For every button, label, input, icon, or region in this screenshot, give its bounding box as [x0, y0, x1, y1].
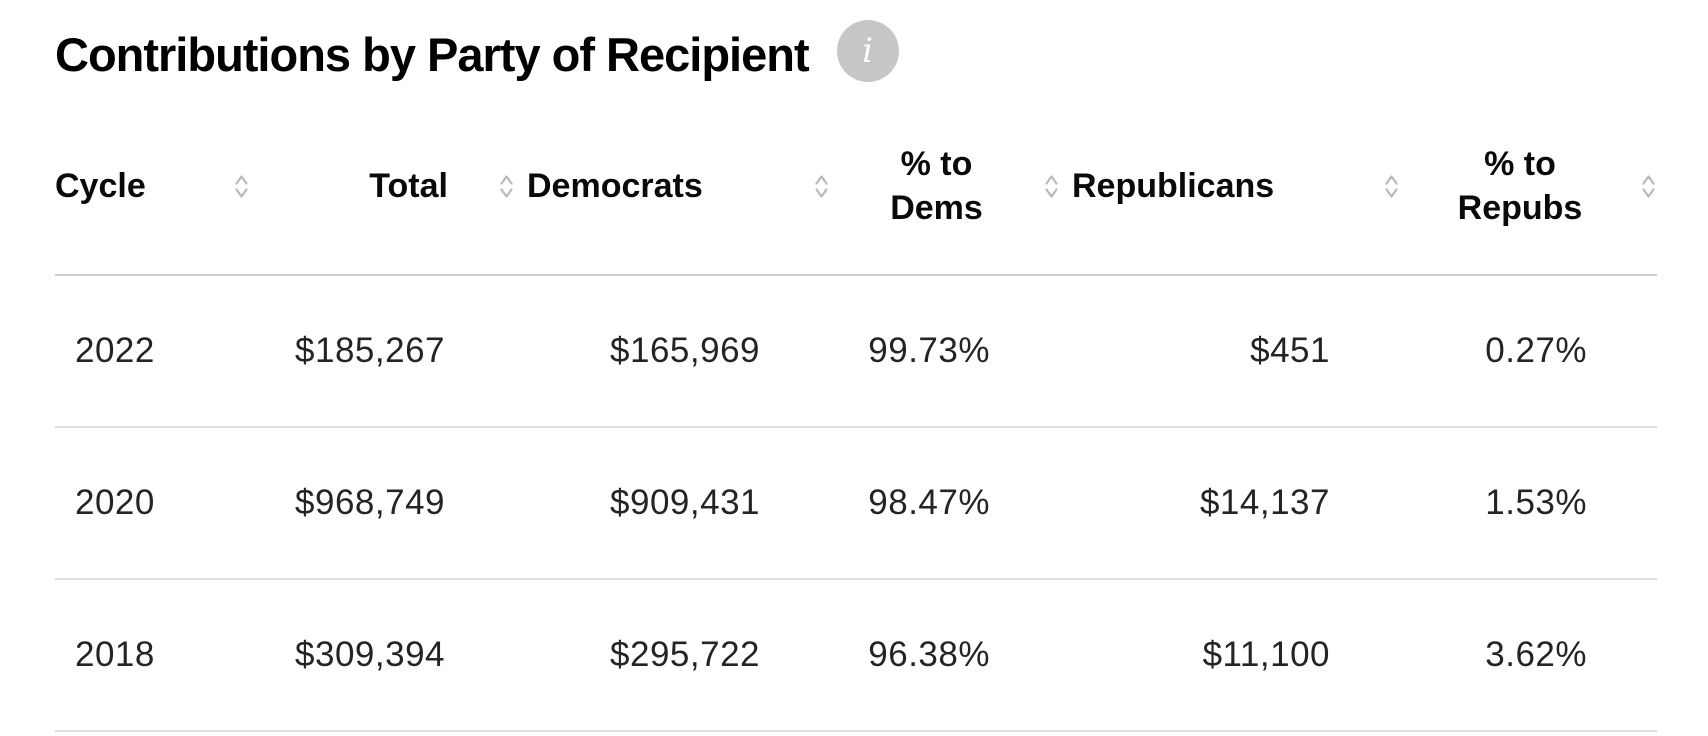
table-row: 2018 $309,394 $295,722 96.38% $11,100 3.…: [55, 579, 1657, 733]
cell-republicans: $11,100: [1060, 579, 1400, 733]
cell-pct-to-repubs: 1.53%: [1400, 427, 1657, 581]
cell-cycle: 2022: [55, 275, 250, 429]
column-header-pct-to-dems[interactable]: % to Dems: [830, 102, 1060, 277]
cell-democrats: $165,969: [515, 275, 830, 429]
column-header-label: % to Repubs: [1457, 145, 1583, 228]
table-header: Cycle Total Democrats: [55, 102, 1657, 277]
column-header-cycle[interactable]: Cycle: [55, 102, 250, 277]
cell-pct-to-repubs: 3.62%: [1400, 579, 1657, 733]
cell-pct-to-dems: 98.47%: [830, 427, 1060, 581]
column-header-total[interactable]: Total: [250, 102, 515, 277]
table-body: 2022 $185,267 $165,969 99.73% $451 0.27%…: [55, 275, 1657, 733]
column-header-label: Republicans: [1072, 167, 1275, 206]
cell-total: $185,267: [250, 275, 515, 429]
cell-pct-to-repubs: 0.27%: [1400, 275, 1657, 429]
title-row: Contributions by Party of Recipient i: [55, 14, 1657, 88]
column-header-pct-to-repubs[interactable]: % to Repubs: [1400, 102, 1657, 277]
column-header-label: Total: [369, 167, 448, 206]
sort-icon[interactable]: [1640, 173, 1657, 200]
column-header-label: Cycle: [55, 167, 146, 206]
cell-pct-to-dems: 99.73%: [830, 275, 1060, 429]
column-header-republicans[interactable]: Republicans: [1060, 102, 1400, 277]
cell-cycle: 2018: [55, 579, 250, 733]
cell-republicans: $451: [1060, 275, 1400, 429]
sort-icon[interactable]: [813, 173, 830, 200]
page-title: Contributions by Party of Recipient: [55, 27, 810, 81]
info-icon[interactable]: i: [836, 20, 899, 82]
cell-cycle: 2020: [55, 427, 250, 581]
contributions-table: Cycle Total Democrats: [55, 102, 1657, 733]
header-row: Cycle Total Democrats: [55, 102, 1657, 277]
column-header-label: % to Dems: [890, 145, 983, 228]
column-header-democrats[interactable]: Democrats: [515, 102, 830, 277]
cell-total: $309,394: [250, 579, 515, 733]
sort-icon[interactable]: [1043, 173, 1060, 200]
cell-pct-to-dems: 96.38%: [830, 579, 1060, 733]
cell-democrats: $295,722: [515, 579, 830, 733]
sort-icon[interactable]: [1383, 173, 1400, 200]
cell-democrats: $909,431: [515, 427, 830, 581]
table-row: 2022 $185,267 $165,969 99.73% $451 0.27%: [55, 275, 1657, 429]
cell-republicans: $14,137: [1060, 427, 1400, 581]
sort-icon[interactable]: [498, 173, 515, 200]
table-row: 2020 $968,749 $909,431 98.47% $14,137 1.…: [55, 427, 1657, 581]
cell-total: $968,749: [250, 427, 515, 581]
sort-icon[interactable]: [233, 173, 250, 200]
column-header-label: Democrats: [527, 167, 703, 206]
